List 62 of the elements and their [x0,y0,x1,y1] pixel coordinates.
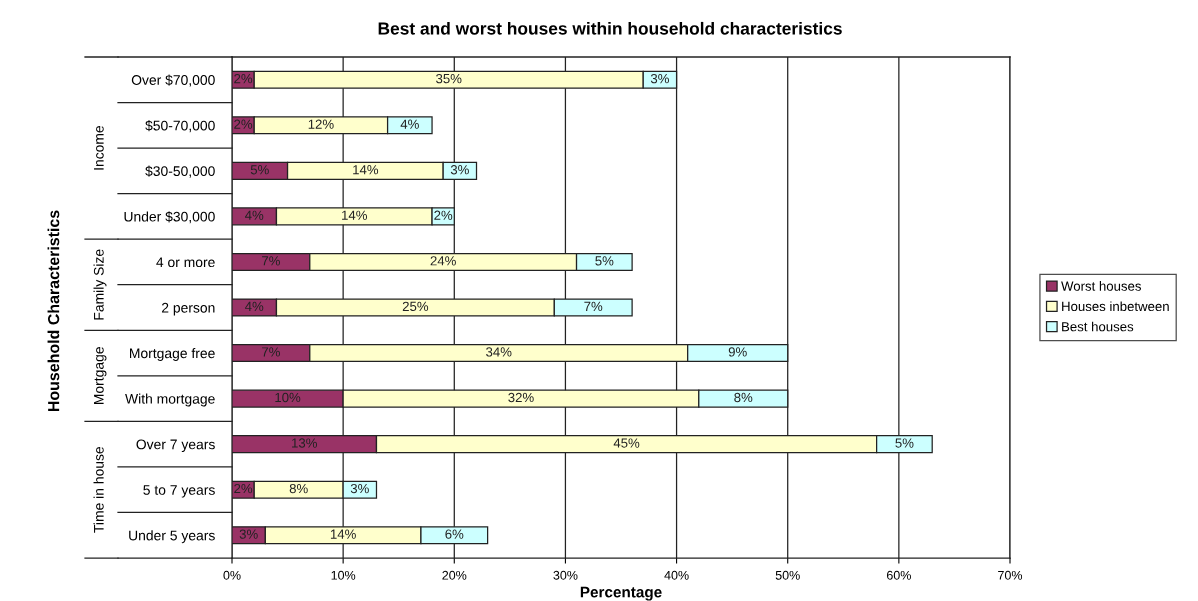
y-tick-label: 2 person [161,302,215,316]
data-label: 3% [350,483,369,494]
data-label: 8% [734,392,753,403]
y-tick-label: Under $30,000 [124,211,215,224]
x-axis-title: Percentage [580,586,662,601]
x-tick-label: 40% [664,570,689,580]
data-label: 25% [402,301,429,312]
data-label: 24% [430,256,456,266]
x-tick-label: 10% [331,570,356,580]
y-tick-label: Over 7 years [136,439,215,453]
x-tick-label: 50% [775,570,800,580]
legend-label: Worst houses [1061,281,1141,291]
x-tick-label: 30% [553,570,578,580]
y-tick-label: $30-50,000 [145,165,215,178]
data-label: 4% [245,301,264,311]
chart-title: Best and worst houses within household characteristics [378,21,842,35]
x-tick-label: 60% [886,570,911,580]
data-label: 14% [353,165,379,175]
y-tick-label: Mortgage free [130,348,215,361]
y-tick-label: $50-70,000 [145,120,215,133]
data-label: 14% [330,529,356,539]
y-tick-label: 5 to 7 years [143,485,215,498]
data-label: 5% [250,165,269,175]
data-label: 2% [234,73,253,84]
data-label: 34% [486,347,512,357]
text: Income [94,125,104,170]
data-label: 5% [895,438,914,448]
data-label: 8% [289,483,308,494]
data-label: 35% [436,73,462,84]
data-label: 13% [292,438,317,448]
y-tick-label: 4 or more [156,257,215,268]
data-label: 3% [450,165,469,175]
data-label: 7% [584,301,603,311]
text: Mortgage [94,347,107,405]
data-label: 45% [613,438,640,448]
y-axis-title: Household Characteristics [47,210,60,412]
data-label: 6% [445,529,464,539]
data-label: 32% [508,392,534,403]
x-tick-label: 70% [998,570,1023,580]
data-label: 3% [239,529,258,539]
data-label: 4% [400,119,419,129]
data-label: 2% [234,483,253,494]
x-tick-label: 20% [442,570,467,580]
data-label: 10% [275,392,301,403]
data-label: 12% [308,119,334,129]
data-label: 2% [234,119,253,129]
text: Time in house [93,446,104,533]
y-tick-label: With mortgage [125,393,215,407]
y-tick-label: Over $70,000 [131,74,215,87]
data-label: 14% [342,210,367,220]
legend-label: Houses inbetween [1062,301,1169,312]
data-label: 2% [434,210,453,220]
data-label: 7% [262,347,280,357]
data-label: 7% [262,256,280,266]
data-label: 3% [650,73,669,84]
text: Family Size [93,249,107,320]
data-label: 9% [728,347,747,357]
y-tick-label: Under 5 years [129,530,215,544]
data-label: 5% [595,256,614,266]
legend-label: Best houses [1062,321,1134,332]
data-label: 4% [245,210,264,220]
x-tick-label: 0% [223,570,241,580]
